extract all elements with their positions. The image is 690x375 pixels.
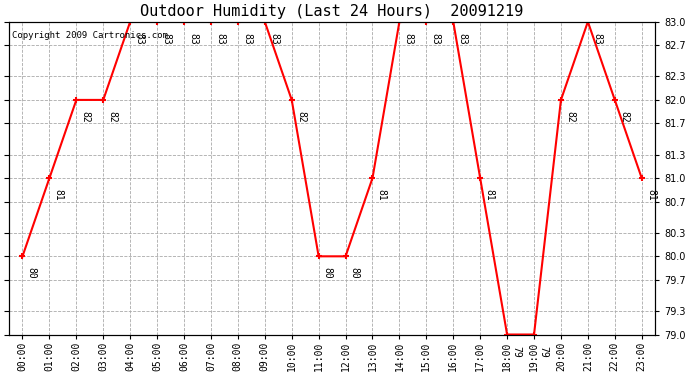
Text: 83: 83 bbox=[161, 33, 171, 45]
Text: 79: 79 bbox=[511, 346, 521, 357]
Text: 83: 83 bbox=[431, 33, 440, 45]
Text: 80: 80 bbox=[27, 267, 37, 279]
Text: Copyright 2009 Cartronics.com: Copyright 2009 Cartronics.com bbox=[12, 31, 168, 40]
Text: 83: 83 bbox=[592, 33, 602, 45]
Title: Outdoor Humidity (Last 24 Hours)  20091219: Outdoor Humidity (Last 24 Hours) 2009121… bbox=[141, 4, 524, 19]
Text: 83: 83 bbox=[135, 33, 144, 45]
Text: 81: 81 bbox=[484, 189, 494, 201]
Text: 82: 82 bbox=[296, 111, 306, 123]
Text: 83: 83 bbox=[457, 33, 467, 45]
Text: 81: 81 bbox=[54, 189, 63, 201]
Text: 82: 82 bbox=[81, 111, 90, 123]
Text: 82: 82 bbox=[565, 111, 575, 123]
Text: 79: 79 bbox=[538, 346, 548, 357]
Text: 83: 83 bbox=[242, 33, 252, 45]
Text: 80: 80 bbox=[350, 267, 359, 279]
Text: 81: 81 bbox=[646, 189, 656, 201]
Text: 82: 82 bbox=[619, 111, 629, 123]
Text: 83: 83 bbox=[404, 33, 413, 45]
Text: 81: 81 bbox=[377, 189, 386, 201]
Text: 83: 83 bbox=[269, 33, 279, 45]
Text: 80: 80 bbox=[323, 267, 333, 279]
Text: 82: 82 bbox=[108, 111, 117, 123]
Text: 83: 83 bbox=[215, 33, 225, 45]
Text: 83: 83 bbox=[188, 33, 198, 45]
